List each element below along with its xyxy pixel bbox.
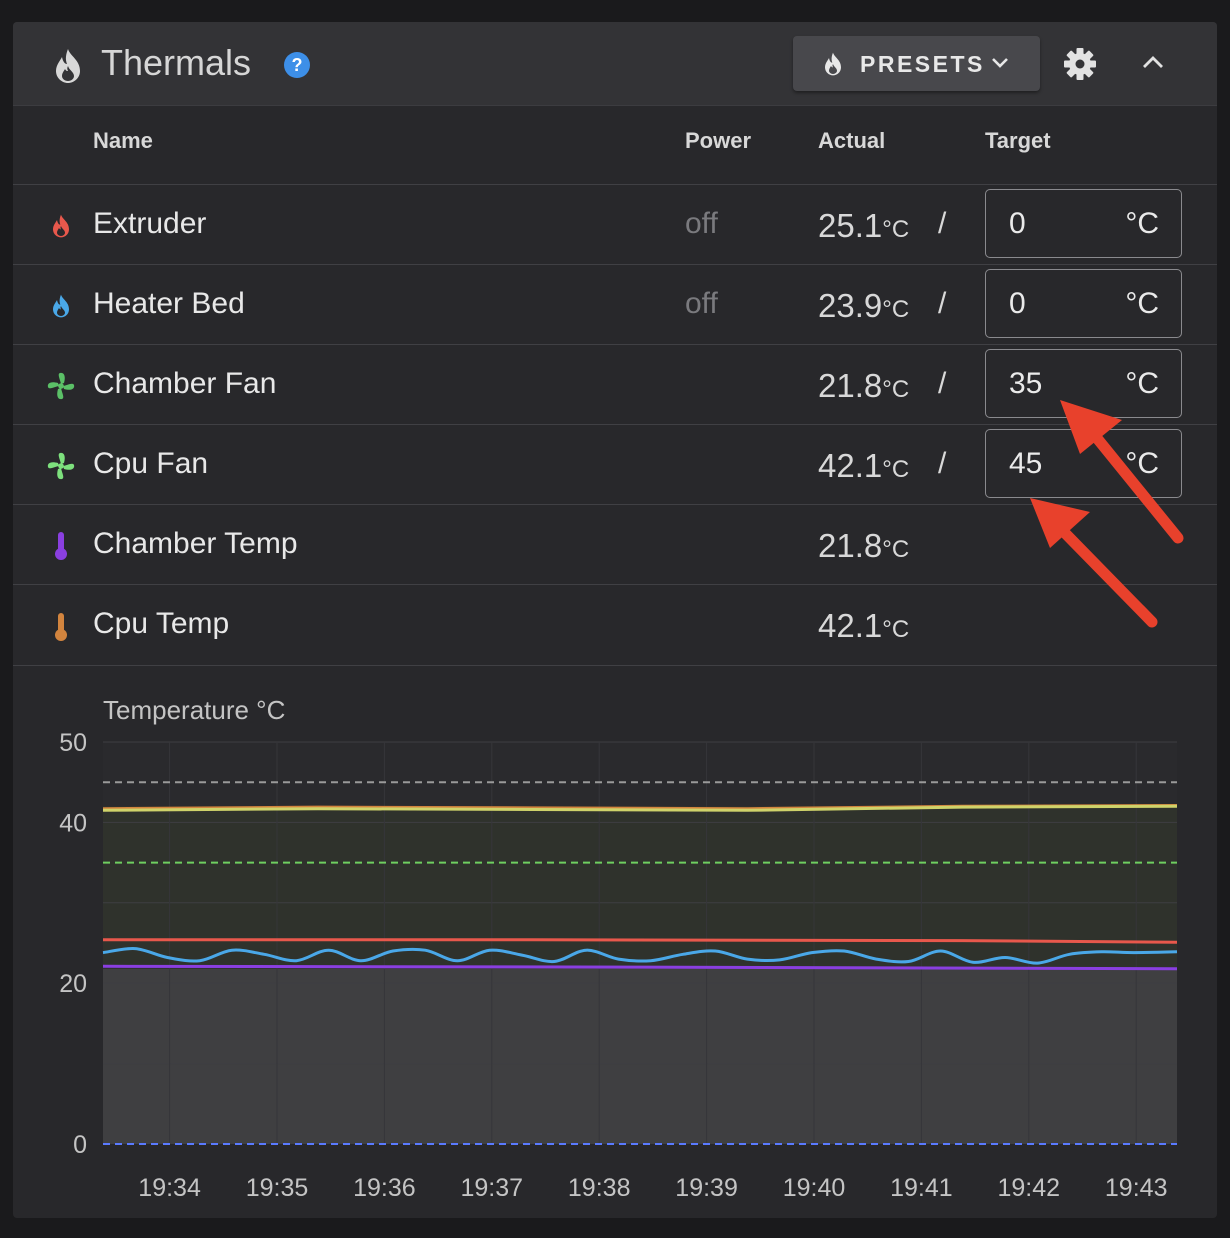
column-header-name: Name (93, 128, 153, 153)
column-header-power: Power (685, 128, 752, 153)
y-tick-label: 0 (73, 1131, 87, 1159)
flame-icon (53, 48, 83, 89)
divider (13, 344, 1217, 345)
x-tick-label: 19:37 (461, 1174, 524, 1202)
table-row-extruder: Extruder off 25.1°C / 0 °C (13, 185, 1217, 265)
fan-name: Chamber Fan (93, 367, 277, 400)
target-input[interactable]: 0 °C (985, 189, 1182, 258)
flame-icon (50, 294, 72, 323)
card-header: Thermals ? PRESETS (13, 22, 1217, 106)
divider (13, 504, 1217, 505)
table-row-chamber-fan: Chamber Fan 21.8°C / 35 °C (13, 345, 1217, 425)
series-line (102, 947, 1178, 965)
temperature-chart[interactable]: 0 20 40 50 19:34 19:35 19:36 19:37 19:38 19:39 19:… (13, 722, 1217, 1218)
actual-temp: 21.8°C (818, 527, 910, 564)
gear-icon[interactable] (1063, 47, 1097, 86)
series-line (102, 964, 1178, 971)
divider (13, 264, 1217, 265)
actual-temp: 21.8°C (818, 367, 910, 404)
chart-title: Temperature °C (103, 695, 286, 725)
x-tick-label: 19:43 (1105, 1174, 1168, 1202)
target-unit: °C (1125, 447, 1159, 480)
separator: / (938, 207, 947, 240)
power-value: off (685, 287, 718, 320)
x-tick-label: 19:39 (675, 1174, 738, 1202)
target-value: 35 (1009, 367, 1043, 400)
column-header-target: Target (985, 128, 1051, 153)
band-fill (103, 806, 1177, 968)
y-tick-label: 50 (59, 729, 87, 757)
separator: / (938, 287, 947, 320)
thermals-card: Thermals ? PRESETS (13, 22, 1217, 1218)
x-tick-label: 19:34 (138, 1174, 201, 1202)
target-input[interactable]: 35 °C (985, 349, 1182, 418)
thermometer-icon (53, 612, 69, 647)
x-tick-label: 19:36 (353, 1174, 416, 1202)
y-tick-label: 20 (59, 970, 87, 998)
table-row-cpu-fan: Cpu Fan 42.1°C / 45 °C (13, 425, 1217, 505)
actual-temp: 23.9°C (818, 287, 910, 324)
heater-name: Extruder (93, 207, 207, 240)
sensor-name: Chamber Temp (93, 527, 298, 560)
fan-name: Cpu Fan (93, 447, 209, 480)
divider (13, 665, 1217, 666)
power-value: off (685, 207, 718, 240)
target-unit: °C (1125, 367, 1159, 400)
thermometer-icon (53, 531, 69, 566)
help-icon[interactable]: ? (283, 51, 311, 84)
x-tick-label: 19:41 (890, 1174, 953, 1202)
divider (13, 184, 1217, 185)
target-value: 0 (1009, 207, 1026, 240)
heater-name: Heater Bed (93, 287, 245, 320)
separator: / (938, 367, 947, 400)
svg-text:?: ? (292, 55, 303, 75)
table-row-chamber-temp: Chamber Temp 21.8°C (13, 505, 1217, 585)
x-tick-label: 19:40 (783, 1174, 846, 1202)
divider (13, 584, 1217, 585)
x-tick-label: 19:35 (246, 1174, 309, 1202)
separator: / (938, 447, 947, 480)
target-value: 0 (1009, 287, 1026, 320)
actual-temp: 25.1°C (818, 207, 910, 244)
divider (13, 424, 1217, 425)
target-input[interactable]: 0 °C (985, 269, 1182, 338)
area-fill (103, 968, 1177, 1144)
sensor-name: Cpu Temp (93, 607, 230, 640)
actual-temp: 42.1°C (818, 607, 910, 644)
y-tick-label: 40 (59, 809, 87, 837)
x-tick-label: 19:38 (568, 1174, 631, 1202)
flame-icon (823, 52, 843, 81)
series-line (102, 804, 1178, 812)
fan-icon (47, 452, 75, 485)
table-row-heater-bed: Heater Bed off 23.9°C / 0 °C (13, 265, 1217, 345)
chevron-up-icon[interactable] (1141, 52, 1165, 77)
presets-label: PRESETS (860, 51, 985, 77)
fan-icon (47, 372, 75, 405)
table-row-cpu-temp: Cpu Temp 42.1°C (13, 585, 1217, 665)
target-unit: °C (1125, 207, 1159, 240)
x-tick-label: 19:42 (998, 1174, 1061, 1202)
actual-temp: 42.1°C (818, 447, 910, 484)
target-unit: °C (1125, 287, 1159, 320)
chevron-down-icon (991, 56, 1009, 75)
flame-icon (50, 214, 72, 243)
card-title: Thermals (101, 42, 252, 83)
column-header-actual: Actual (818, 128, 886, 153)
series-line (103, 938, 1178, 944)
presets-button[interactable]: PRESETS (793, 36, 1040, 91)
target-value: 45 (1009, 447, 1043, 480)
target-input[interactable]: 45 °C (985, 429, 1182, 498)
